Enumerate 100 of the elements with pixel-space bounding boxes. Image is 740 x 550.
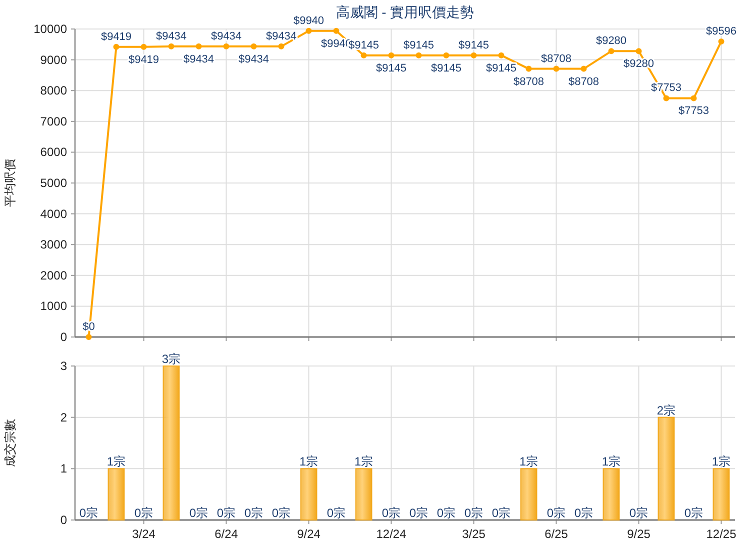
bar — [712, 468, 730, 520]
point — [360, 52, 367, 58]
data-label: $9145 — [376, 62, 407, 74]
point — [608, 48, 614, 54]
data-label: $9434 — [156, 30, 187, 42]
data-label: $9145 — [458, 39, 490, 52]
y-tick-label: 2 — [60, 410, 68, 424]
data-label: 0宗 — [216, 506, 236, 520]
point — [443, 52, 450, 58]
data-label: $9434 — [238, 53, 270, 66]
point — [113, 44, 120, 50]
point — [526, 66, 532, 72]
data-label: $9145 — [486, 62, 517, 74]
x-tick-label: 3/24 — [132, 527, 156, 541]
y-axis-title: 成交宗數 — [3, 419, 17, 467]
bar — [602, 468, 620, 520]
y-tick-label: 7000 — [40, 114, 68, 128]
data-label: $9434 — [266, 30, 297, 42]
point — [278, 43, 284, 50]
data-label: $8708 — [513, 76, 544, 88]
data-label: 0宗 — [574, 506, 594, 520]
bar — [162, 366, 180, 520]
bar — [658, 416, 675, 520]
y-axis-title: 平均呎價 — [3, 159, 17, 207]
point — [553, 66, 560, 72]
y-tick-label: 5000 — [40, 176, 68, 190]
x-tick-label: 6/24 — [214, 527, 238, 541]
data-label: $9145 — [430, 62, 462, 74]
data-label: 2宗 — [656, 403, 676, 418]
x-tick-label: 6/25 — [544, 527, 568, 541]
point — [690, 95, 697, 102]
data-label: 0宗 — [492, 506, 511, 520]
data-label: $9596 — [706, 25, 737, 38]
data-label: 0宗 — [244, 506, 264, 520]
point — [470, 52, 477, 58]
data-label: 0宗 — [629, 506, 648, 520]
data-label: 1宗 — [602, 454, 621, 469]
y-tick-label: 9000 — [40, 52, 68, 67]
data-label: 0宗 — [382, 506, 401, 520]
y-tick-label: 1 — [60, 462, 68, 476]
data-label: $9145 — [403, 39, 434, 52]
data-label: $9434 — [183, 53, 214, 66]
data-label: 0宗 — [546, 506, 566, 520]
data-label: 1宗 — [354, 454, 374, 469]
data-label: 1宗 — [712, 454, 731, 469]
point — [718, 38, 724, 44]
point — [250, 43, 257, 50]
data-label: $9280 — [596, 35, 627, 48]
bar — [300, 468, 318, 520]
data-label: 0宗 — [684, 506, 704, 520]
x-tick-label: 9/24 — [297, 527, 321, 541]
point — [306, 28, 312, 34]
data-label: 1宗 — [106, 454, 126, 469]
point — [388, 52, 394, 58]
y-tick-label: 3000 — [40, 238, 68, 252]
point — [663, 95, 670, 102]
data-label: 0宗 — [134, 506, 154, 520]
point — [498, 52, 504, 58]
y-tick-label: 1000 — [40, 299, 68, 314]
x-tick-label: 12/24 — [376, 527, 407, 541]
bar — [355, 468, 372, 520]
point — [140, 44, 147, 50]
y-tick-label: 0 — [60, 513, 68, 527]
y-tick-label: 8000 — [40, 84, 68, 98]
x-tick-label: 12/25 — [706, 527, 737, 541]
bar — [520, 468, 538, 520]
x-tick-label: 3/25 — [462, 527, 486, 541]
data-label: $9419 — [128, 54, 160, 66]
y-tick-label: 4000 — [40, 206, 68, 221]
data-label: 0宗 — [436, 506, 456, 520]
y-tick-label: 10000 — [34, 22, 68, 36]
data-label: 1宗 — [299, 454, 318, 469]
data-label: $8708 — [568, 76, 600, 88]
data-label: 0宗 — [272, 506, 291, 520]
x-tick-label: 9/25 — [627, 527, 651, 541]
bar — [108, 468, 125, 520]
data-label: $9419 — [100, 30, 132, 43]
point — [636, 48, 642, 54]
data-label: 0宗 — [326, 506, 346, 520]
y-tick-label: 6000 — [40, 145, 68, 160]
point — [196, 43, 202, 50]
data-label: 0宗 — [409, 506, 428, 520]
point — [86, 334, 92, 340]
point — [168, 43, 174, 50]
data-label: $9940 — [293, 14, 324, 27]
point — [580, 66, 587, 72]
y-tick-label: 2000 — [40, 268, 68, 282]
data-label: 0宗 — [464, 506, 484, 520]
chart-title: 高威閣 - 實用呎價走勢 — [336, 4, 474, 20]
point — [333, 28, 340, 34]
data-label: 3宗 — [162, 352, 181, 366]
data-label: $8708 — [540, 52, 572, 65]
data-label: 0宗 — [189, 506, 208, 520]
y-tick-label: 3 — [60, 359, 68, 373]
y-tick-label: 0 — [60, 330, 68, 344]
data-label: 0宗 — [79, 506, 98, 520]
point — [416, 52, 422, 58]
data-label: 1宗 — [519, 454, 538, 469]
point — [223, 43, 230, 50]
data-label: $9434 — [210, 30, 242, 42]
